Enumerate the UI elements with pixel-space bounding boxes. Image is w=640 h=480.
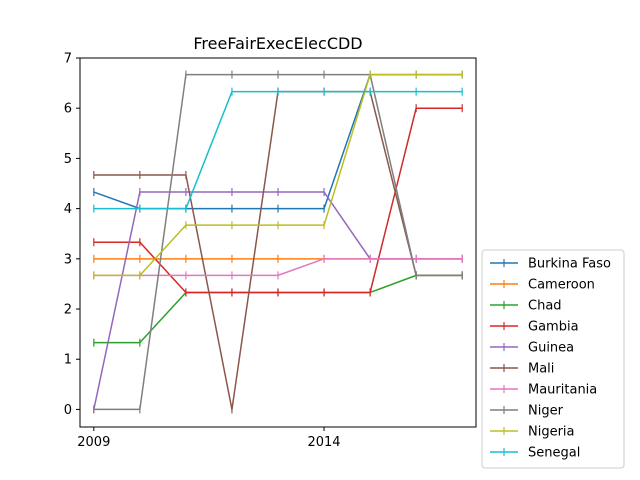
x-tick-label: 2014 [307, 435, 340, 450]
y-tick-label: 7 [64, 52, 72, 67]
legend-label-cameroon: Cameroon [528, 278, 595, 293]
y-tick-label: 5 [64, 152, 72, 167]
legend-label-guinea: Guinea [528, 341, 574, 356]
legend-label-mali: Mali [528, 362, 554, 377]
y-tick-label: 6 [64, 102, 72, 117]
axes: 0 1 2 3 4 5 6 7 2009 2014 [64, 52, 477, 450]
legend-label-nigeria: Nigeria [528, 425, 575, 440]
y-tick-label: 0 [64, 403, 72, 418]
y-tick-label: 1 [64, 353, 72, 368]
legend-label-mauritania: Mauritania [528, 383, 597, 398]
legend-label-burkina-faso: Burkina Faso [528, 257, 611, 272]
chart-title: FreeFairExecElecCDD [193, 34, 362, 53]
legend-label-senegal: Senegal [528, 446, 580, 461]
legend: Burkina Faso Cameroon Chad Gambia Guinea Mali… [481, 249, 625, 469]
legend-label-niger: Niger [528, 404, 564, 419]
legend-label-gambia: Gambia [528, 320, 579, 335]
plot-area [93, 70, 463, 414]
y-tick-label: 4 [64, 202, 72, 217]
x-tick-label: 2009 [77, 435, 110, 450]
axes-frame [79, 57, 477, 428]
legend-label-chad: Chad [528, 299, 562, 314]
y-tick-label: 3 [64, 252, 72, 267]
y-tick-label: 2 [64, 303, 72, 318]
